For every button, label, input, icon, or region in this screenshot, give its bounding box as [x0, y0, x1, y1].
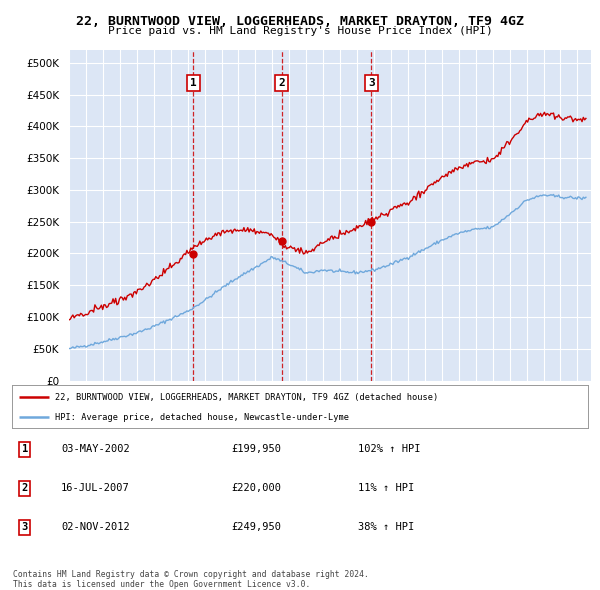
Text: 11% ↑ HPI: 11% ↑ HPI [358, 483, 414, 493]
Text: 1: 1 [22, 444, 28, 454]
Text: 22, BURNTWOOD VIEW, LOGGERHEADS, MARKET DRAYTON, TF9 4GZ: 22, BURNTWOOD VIEW, LOGGERHEADS, MARKET … [76, 15, 524, 28]
Text: 2: 2 [22, 483, 28, 493]
Text: Price paid vs. HM Land Registry's House Price Index (HPI): Price paid vs. HM Land Registry's House … [107, 26, 493, 36]
Text: £199,950: £199,950 [231, 444, 281, 454]
Text: 38% ↑ HPI: 38% ↑ HPI [358, 522, 414, 532]
Text: HPI: Average price, detached house, Newcastle-under-Lyme: HPI: Average price, detached house, Newc… [55, 412, 349, 422]
Text: 2: 2 [278, 78, 285, 88]
Text: Contains HM Land Registry data © Crown copyright and database right 2024.
This d: Contains HM Land Registry data © Crown c… [13, 570, 369, 589]
Text: 22, BURNTWOOD VIEW, LOGGERHEADS, MARKET DRAYTON, TF9 4GZ (detached house): 22, BURNTWOOD VIEW, LOGGERHEADS, MARKET … [55, 393, 439, 402]
Text: 3: 3 [368, 78, 375, 88]
Text: £220,000: £220,000 [231, 483, 281, 493]
Text: 1: 1 [190, 78, 197, 88]
Text: 03-MAY-2002: 03-MAY-2002 [61, 444, 130, 454]
Text: 102% ↑ HPI: 102% ↑ HPI [358, 444, 420, 454]
Text: 3: 3 [22, 522, 28, 532]
Text: £249,950: £249,950 [231, 522, 281, 532]
Text: 16-JUL-2007: 16-JUL-2007 [61, 483, 130, 493]
Text: 02-NOV-2012: 02-NOV-2012 [61, 522, 130, 532]
